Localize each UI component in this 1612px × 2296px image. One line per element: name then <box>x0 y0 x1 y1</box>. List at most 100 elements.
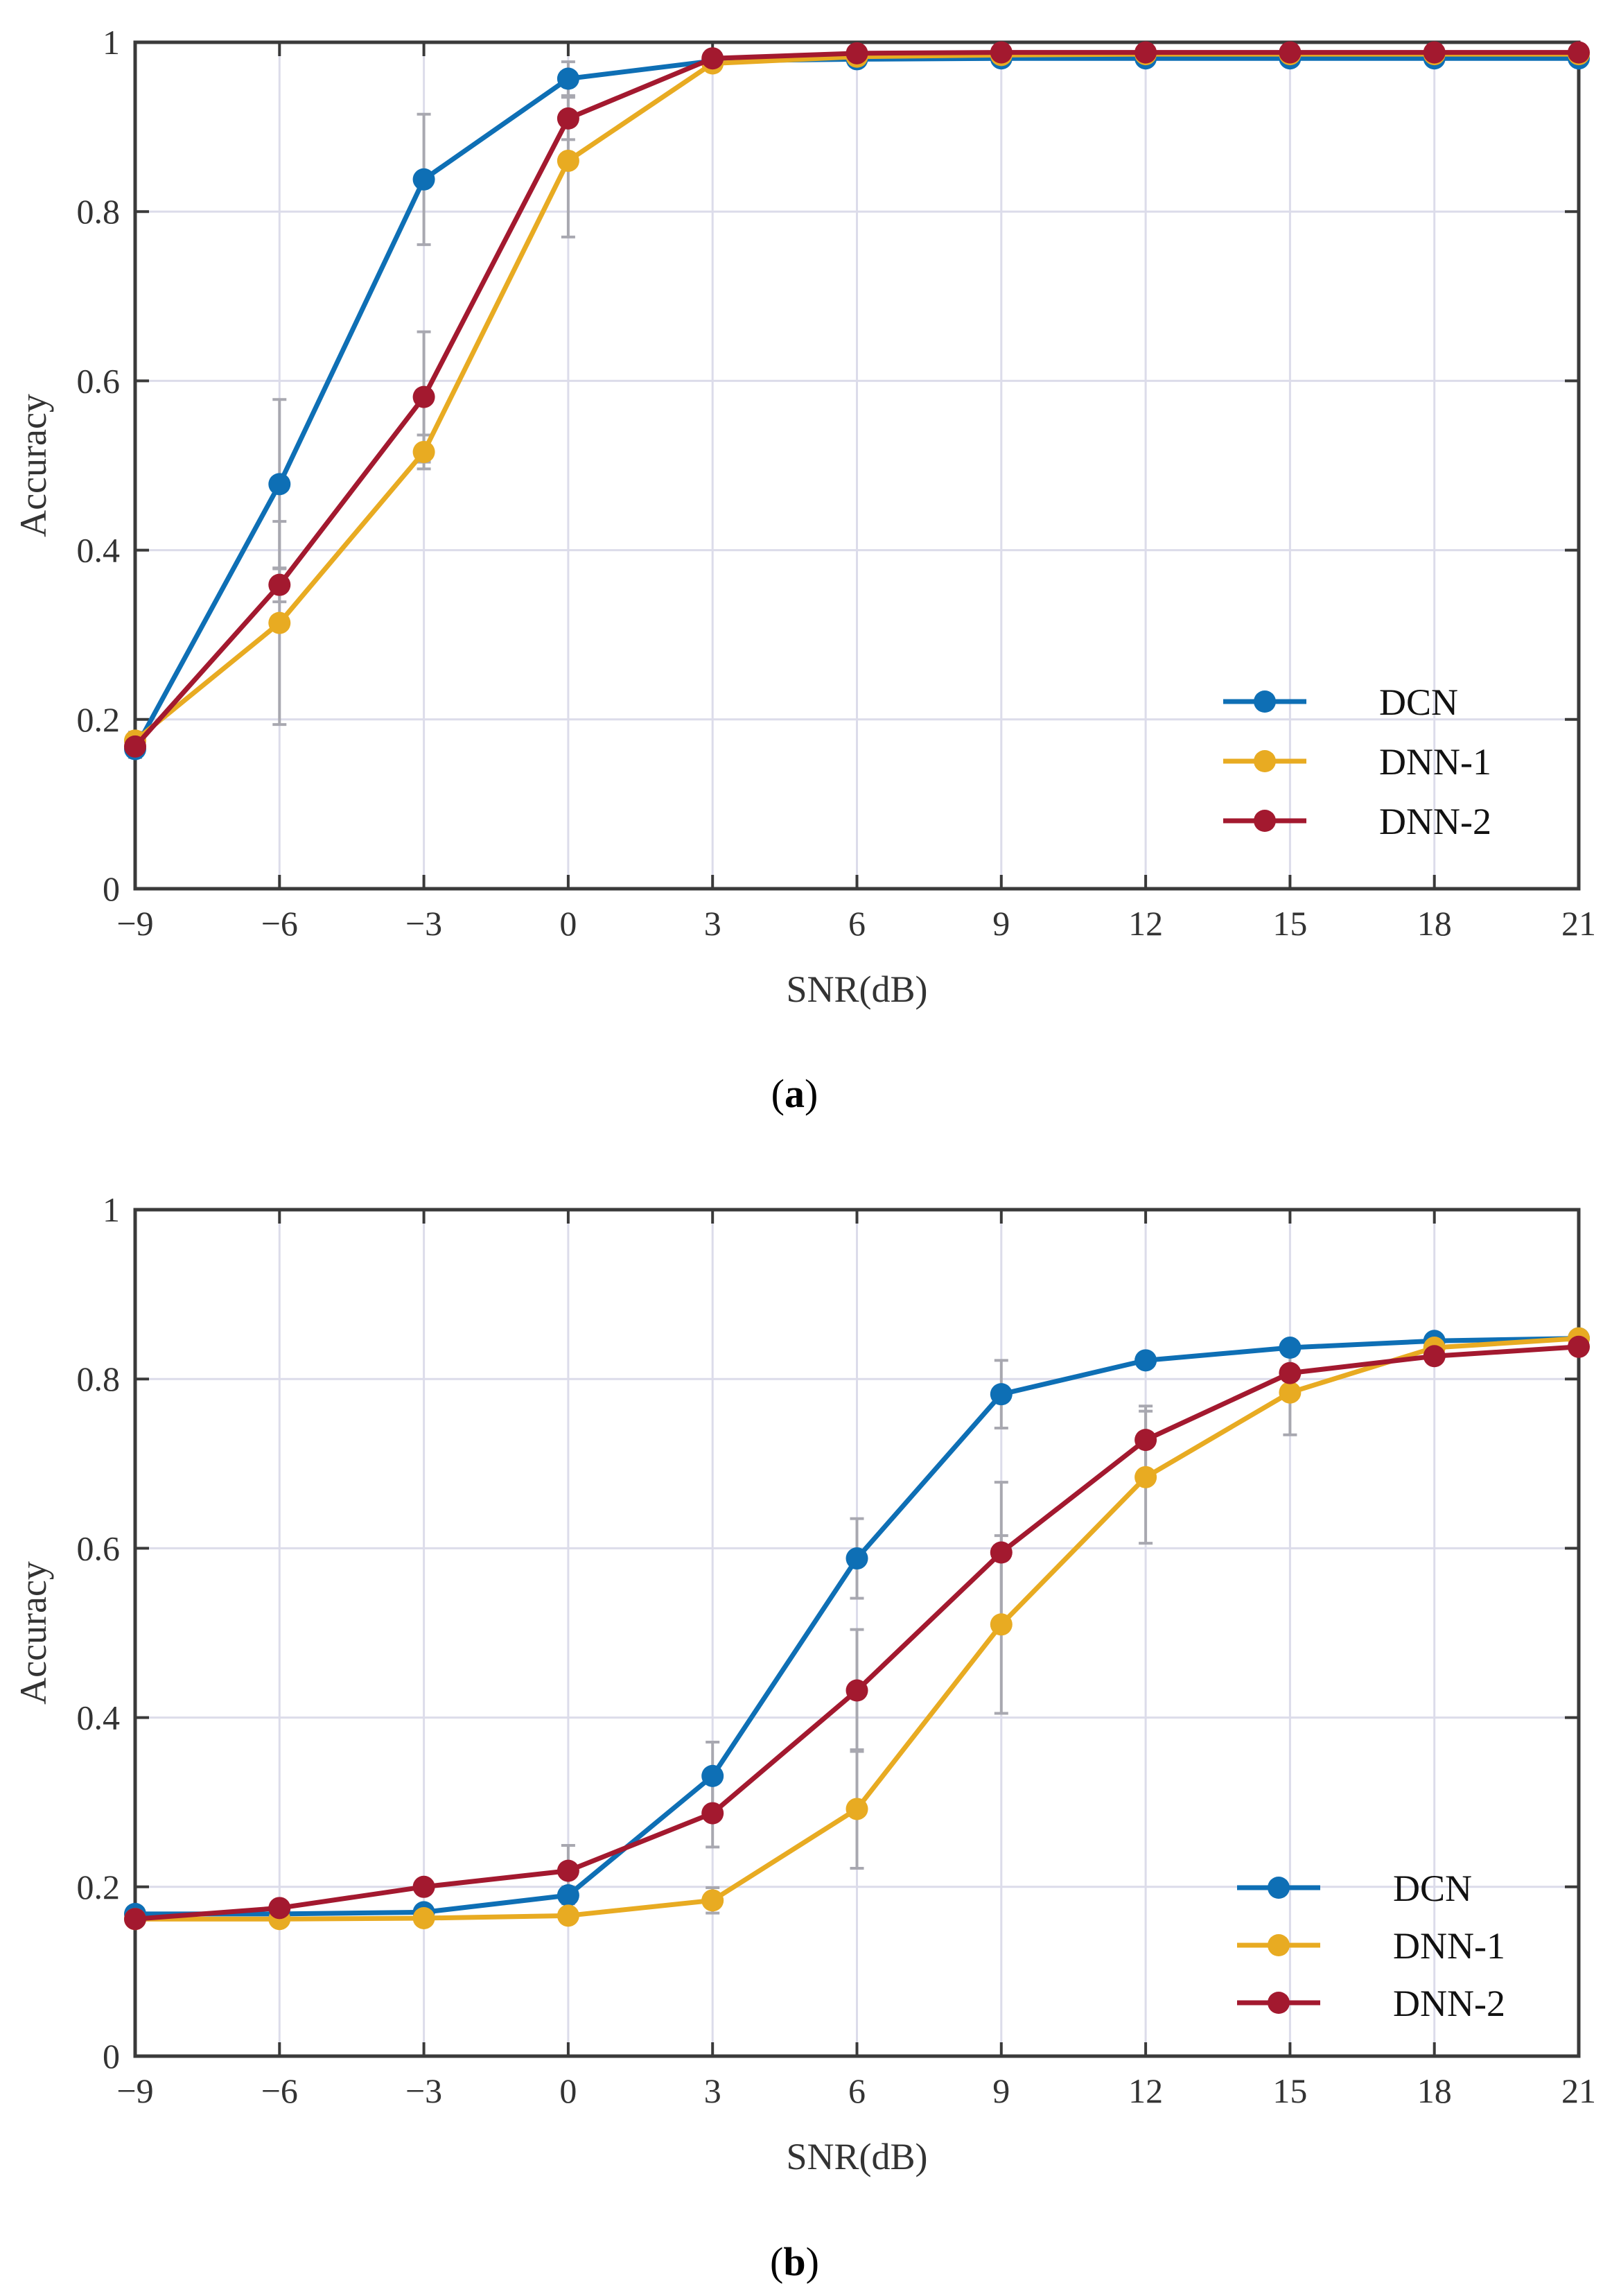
data-point-dnn-2 <box>990 1541 1013 1564</box>
data-point-dcn <box>557 67 579 90</box>
caption-paren: ( <box>770 2239 783 2284</box>
data-point-dnn-2 <box>124 735 146 758</box>
legend-label-dcn: DCN <box>1393 1868 1472 1909</box>
x-tick-label: 6 <box>848 2071 866 2110</box>
x-tick-label: −9 <box>116 904 153 943</box>
x-tick-label: 15 <box>1272 2071 1307 2110</box>
x-axis-label: SNR(dB) <box>786 968 927 1010</box>
data-point-dnn-2 <box>990 41 1013 64</box>
x-tick-label: 3 <box>704 2071 721 2110</box>
data-point-dnn-2 <box>557 1859 579 1882</box>
x-tick-label: −9 <box>116 2071 153 2110</box>
data-point-dnn-2 <box>846 1679 868 1702</box>
data-point-dnn-2 <box>1279 41 1302 64</box>
y-tick-label: 0.8 <box>77 192 121 231</box>
x-tick-label: 21 <box>1561 2071 1596 2110</box>
data-point-dnn-2 <box>1134 1429 1157 1452</box>
data-point-dnn-2 <box>1568 1335 1590 1358</box>
y-tick-label: 0.4 <box>77 531 121 570</box>
y-tick-label: 0.6 <box>77 1529 121 1567</box>
data-point-dnn-2 <box>268 1897 291 1920</box>
x-tick-label: −6 <box>261 2071 298 2110</box>
data-point-dnn-1 <box>990 1613 1013 1636</box>
data-point-dnn-2 <box>124 1908 146 1931</box>
x-tick-label: 9 <box>992 904 1010 943</box>
x-tick-label: 3 <box>704 904 721 943</box>
caption-paren: ( <box>771 1071 785 1116</box>
legend-label-dnn-1: DNN-1 <box>1379 741 1491 783</box>
data-point-dnn-1 <box>846 1798 868 1820</box>
data-point-dnn-2 <box>268 573 291 596</box>
data-point-dnn-2 <box>557 107 579 130</box>
data-point-dnn-1 <box>412 1906 435 1929</box>
y-tick-label: 1 <box>103 1190 120 1229</box>
data-point-dnn-2 <box>1279 1362 1302 1384</box>
data-point-dnn-2 <box>701 1802 724 1825</box>
legend-marker-dnn-1 <box>1254 750 1276 772</box>
y-tick-label: 0.8 <box>77 1359 121 1398</box>
data-point-dcn <box>557 1884 579 1907</box>
data-point-dnn-1 <box>1279 1381 1302 1404</box>
x-tick-label: 0 <box>559 904 577 943</box>
y-axis-label: Accuracy <box>12 1561 54 1705</box>
x-tick-label: 9 <box>992 2071 1010 2110</box>
x-tick-label: −3 <box>405 904 442 943</box>
data-point-dcn <box>1279 1337 1302 1359</box>
y-tick-label: 0.2 <box>77 700 121 739</box>
x-tick-label: −3 <box>405 2071 442 2110</box>
subfigure-caption: (b) <box>770 2239 819 2284</box>
caption-letter: b <box>783 2239 805 2284</box>
legend-label-dnn-2: DNN-2 <box>1379 801 1491 842</box>
y-tick-label: 1 <box>103 23 120 62</box>
x-tick-label: −6 <box>261 904 298 943</box>
y-tick-label: 0 <box>103 2037 120 2076</box>
data-point-dcn <box>412 168 435 191</box>
caption-letter: a <box>785 1071 805 1116</box>
chart-a: −9 −6 −3 0 3 6 9 12 15 18 21 0 0.2 0.4 0.6 0.8 1 SNR(dB) A… <box>12 23 1596 1116</box>
data-point-dnn-2 <box>412 385 435 408</box>
legend-marker-dnn-1 <box>1268 1934 1290 1956</box>
data-point-dnn-2 <box>1423 1345 1446 1368</box>
y-tick-label: 0.2 <box>77 1868 121 1906</box>
x-tick-label: 21 <box>1561 904 1596 943</box>
subfigure-caption: (a) <box>771 1071 818 1116</box>
legend-marker-dnn-2 <box>1268 1992 1290 2014</box>
legend-marker-dcn <box>1254 690 1276 713</box>
x-tick-label: 6 <box>848 904 866 943</box>
data-point-dnn-1 <box>1134 1466 1157 1488</box>
data-point-dnn-1 <box>412 440 435 463</box>
x-tick-label: 12 <box>1128 904 1163 943</box>
data-point-dcn <box>990 1383 1013 1406</box>
legend-label-dnn-2: DNN-2 <box>1393 1983 1505 2024</box>
data-point-dnn-1 <box>701 1889 724 1912</box>
y-tick-label: 0.6 <box>77 361 121 400</box>
data-point-dnn-1 <box>557 1904 579 1927</box>
legend-label-dcn: DCN <box>1379 681 1458 723</box>
chart-b: −9 −6 −3 0 3 6 9 12 15 18 21 0 0.2 0.4 0.6 0.8 1 SNR(dB) A… <box>12 1190 1596 2284</box>
data-point-dcn <box>1134 1349 1157 1372</box>
y-tick-label: 0.4 <box>77 1698 121 1737</box>
x-tick-label: 18 <box>1417 904 1452 943</box>
data-point-dnn-1 <box>557 149 579 172</box>
caption-paren: ) <box>806 2239 819 2284</box>
y-tick-label: 0 <box>103 869 120 908</box>
legend-marker-dcn <box>1268 1877 1290 1899</box>
data-point-dcn <box>268 473 291 496</box>
x-tick-label: 18 <box>1417 2071 1452 2110</box>
legend-label-dnn-1: DNN-1 <box>1393 1925 1505 1967</box>
data-point-dnn-2 <box>846 42 868 64</box>
legend-marker-dnn-2 <box>1254 810 1276 832</box>
x-axis-label: SNR(dB) <box>786 2136 927 2177</box>
data-point-dnn-2 <box>1423 41 1446 64</box>
data-point-dcn <box>701 1764 724 1787</box>
data-point-dnn-2 <box>1568 41 1590 64</box>
data-point-dnn-1 <box>268 611 291 634</box>
x-tick-label: 12 <box>1128 2071 1163 2110</box>
data-point-dnn-2 <box>1134 41 1157 64</box>
y-axis-label: Accuracy <box>12 394 54 537</box>
data-point-dnn-2 <box>412 1875 435 1898</box>
data-point-dnn-2 <box>701 47 724 70</box>
data-point-dcn <box>846 1547 868 1570</box>
caption-paren: ) <box>805 1071 818 1116</box>
